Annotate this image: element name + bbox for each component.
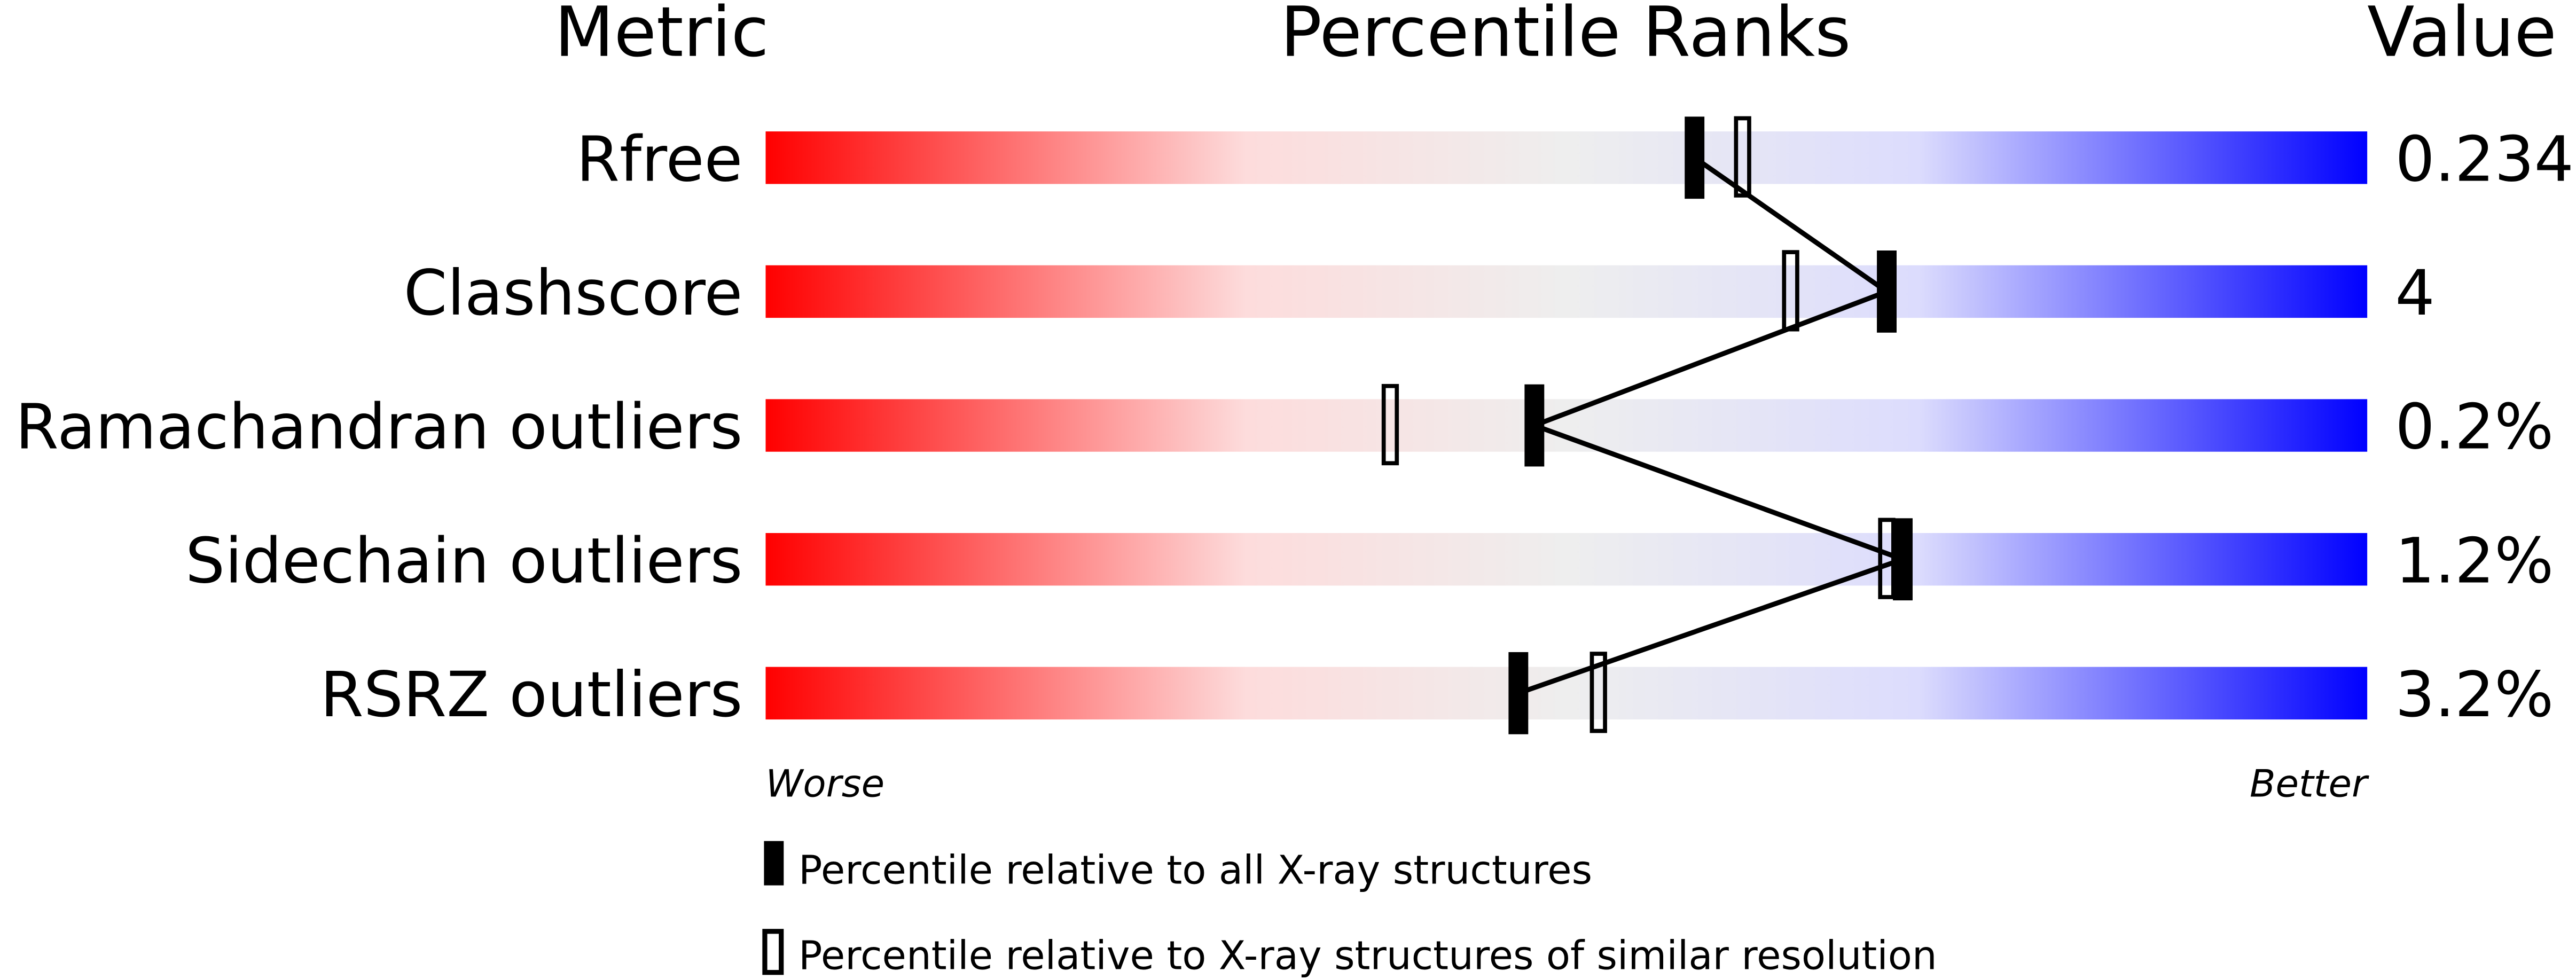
- metric-value: 4: [2395, 257, 2434, 330]
- metric-label: RSRZ outliers: [320, 659, 743, 731]
- legend-filled-marker-icon: [764, 841, 784, 886]
- percentile-bar: [765, 399, 2368, 452]
- axis-label-better: Better: [2250, 762, 2369, 806]
- metric-value: 0.234: [2395, 123, 2574, 195]
- legend-label-all: Percentile relative to all X-ray structu…: [798, 848, 1592, 894]
- metric-label: Rfree: [576, 123, 743, 195]
- percentile-bar: [765, 131, 2368, 184]
- marker-similar-resolution: [1590, 652, 1607, 733]
- metric-label: Sidechain outliers: [185, 524, 742, 597]
- metric-label: Ramachandran outliers: [15, 391, 743, 464]
- connector-line: [1517, 557, 1904, 696]
- legend-open-marker-icon: [762, 929, 784, 975]
- connector-line: [1693, 155, 1889, 294]
- header-percentile-ranks: Percentile Ranks: [1280, 0, 1851, 73]
- marker-similar-resolution: [1381, 383, 1399, 466]
- metric-value: 0.2%: [2395, 391, 2554, 464]
- marker-all-structures: [1685, 116, 1705, 199]
- metric-value: 3.2%: [2395, 659, 2554, 731]
- header-metric: Metric: [554, 0, 769, 73]
- marker-similar-resolution: [1734, 116, 1751, 198]
- marker-similar-resolution: [1782, 250, 1799, 332]
- connector-line: [1533, 289, 1888, 428]
- header-value: Value: [2367, 0, 2557, 73]
- marker-all-structures: [1893, 518, 1913, 601]
- percentile-bar: [765, 533, 2368, 586]
- marker-all-structures: [1524, 384, 1545, 467]
- legend-label-similar: Percentile relative to X-ray structures …: [798, 933, 1937, 979]
- axis-label-worse: Worse: [765, 762, 884, 806]
- metric-value: 1.2%: [2395, 524, 2554, 597]
- percentile-bar: [765, 265, 2368, 318]
- metric-label: Clashscore: [404, 257, 743, 330]
- connector-line: [1533, 423, 1904, 562]
- marker-all-structures: [1508, 652, 1529, 734]
- marker-all-structures: [1877, 250, 1897, 333]
